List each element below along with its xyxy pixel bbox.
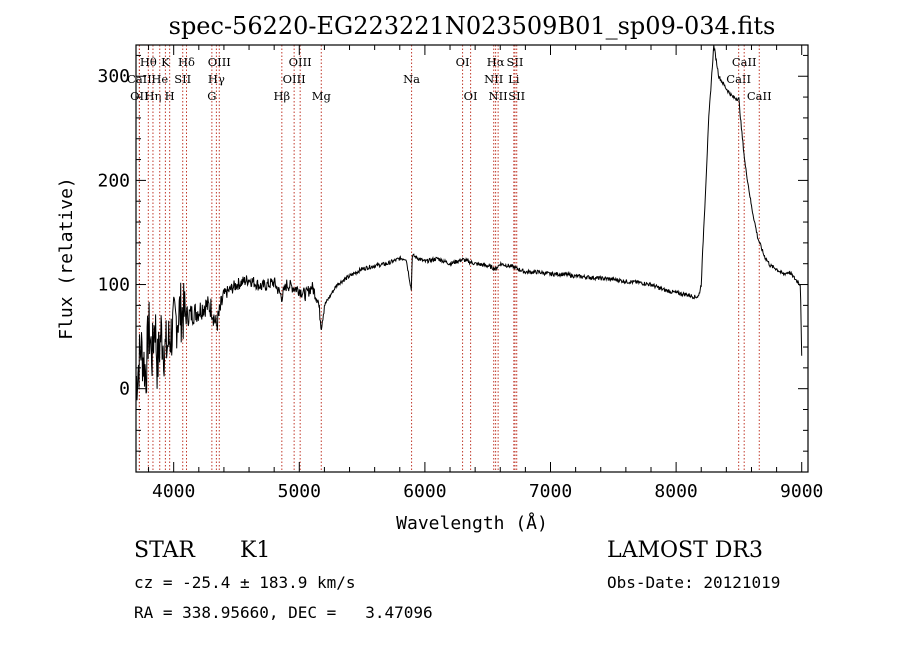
spectral-line-label: K bbox=[161, 55, 170, 69]
x-tick-label: 9000 bbox=[780, 481, 823, 502]
spectral-line-label: CaII bbox=[732, 55, 757, 69]
observation-date: Obs-Date: 20121019 bbox=[607, 573, 781, 592]
y-tick-label: 300 bbox=[97, 66, 130, 87]
spectral-line-label: OII bbox=[130, 89, 149, 103]
spectral-line-label: G bbox=[207, 89, 216, 103]
spectral-line-label: Mg bbox=[312, 89, 332, 103]
chart-title: spec-56220-EG223221N023509B01_sp09-034.f… bbox=[169, 12, 776, 40]
spectral-line-label: SII bbox=[174, 72, 191, 86]
spectral-line-label: CaII bbox=[747, 89, 772, 103]
ra-dec-coordinates: RA = 338.95660, DEC = 3.47096 bbox=[134, 603, 433, 622]
x-axis-label: Wavelength (Å) bbox=[396, 512, 548, 534]
spectral-line-label: OI bbox=[464, 89, 478, 103]
spectral-line-label: OI bbox=[456, 55, 470, 69]
spectral-line-label: H bbox=[165, 89, 175, 103]
y-axis-label: Flux (relative) bbox=[56, 177, 77, 340]
object-class: STAR bbox=[134, 538, 195, 563]
redshift-velocity: cz = -25.4 ± 183.9 km/s bbox=[134, 573, 356, 592]
spectral-line-label: SII bbox=[506, 55, 523, 69]
object-subclass: K1 bbox=[240, 538, 271, 563]
spectral-line-label: CaII bbox=[726, 72, 751, 86]
y-tick-label: 100 bbox=[97, 275, 130, 296]
spectral-line-label: Li bbox=[508, 72, 520, 86]
x-tick-label: 7000 bbox=[529, 481, 572, 502]
spectral-line-label: NII bbox=[484, 72, 503, 86]
spectral-line-label: He bbox=[151, 72, 168, 86]
survey-name: LAMOST DR3 bbox=[607, 538, 763, 563]
y-tick-label: 200 bbox=[97, 170, 130, 191]
spectrum-series-line bbox=[135, 44, 803, 401]
x-tick-label: 8000 bbox=[654, 481, 697, 502]
plot-frame bbox=[135, 44, 809, 473]
spectral-line-label: Hη bbox=[144, 89, 161, 103]
spectral-line-label: OIII bbox=[283, 72, 306, 86]
spectral-line-label: Hδ bbox=[178, 55, 195, 69]
x-tick-label: 4000 bbox=[152, 481, 195, 502]
spectral-line-label: NII bbox=[489, 89, 508, 103]
x-tick-label: 6000 bbox=[403, 481, 446, 502]
spectral-line-label: Hθ bbox=[140, 55, 157, 69]
spectral-line-label: OIII bbox=[289, 55, 312, 69]
spectral-line-label: SII bbox=[508, 89, 525, 103]
x-tick-label: 5000 bbox=[278, 481, 321, 502]
spectral-line-label: Hα bbox=[487, 55, 505, 69]
spectral-line-label: Na bbox=[403, 72, 420, 86]
spectral-line-label: CaII bbox=[127, 72, 152, 86]
y-tick-label: 0 bbox=[119, 379, 130, 400]
spectral-line-label: Hγ bbox=[208, 72, 225, 86]
spectral-line-label: Hβ bbox=[273, 89, 290, 103]
spectral-line-label: OIII bbox=[208, 55, 231, 69]
